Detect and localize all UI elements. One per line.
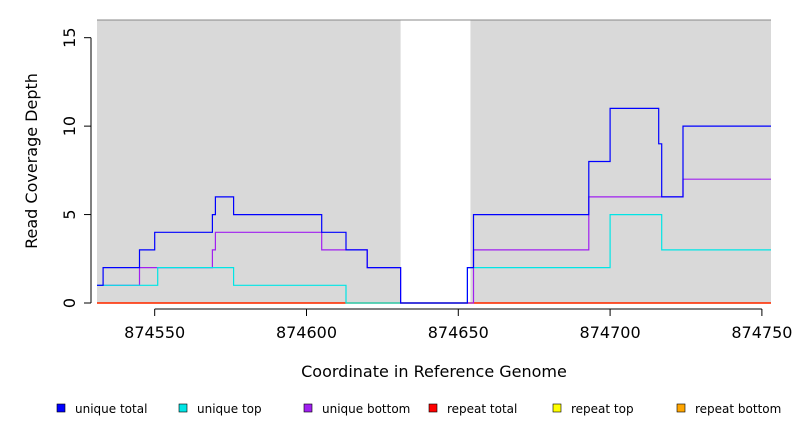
legend-item: repeat bottom [676,402,781,416]
legend-swatch [303,403,313,413]
legend-label: repeat total [447,402,517,416]
x-axis: 874550 874600 874650 874700 874750 [124,308,792,342]
legend-label: unique total [75,402,147,416]
y-axis-title: Read Coverage Depth [22,73,41,249]
legend-label: repeat top [571,402,634,416]
axes: 874550 874600 874650 874700 874750 0 5 10 15 [60,28,792,342]
plot-background [97,19,771,303]
legend-swatch [56,403,66,413]
y-tick-label: 5 [60,209,79,219]
legend-item: unique total [56,402,147,416]
legend-swatch [428,403,438,413]
legend-item: repeat total [428,402,517,416]
series-line-unique-total [97,107,771,304]
gap-region [400,20,471,303]
x-axis-title: Coordinate in Reference Genome [301,362,567,381]
legend-swatch [178,403,188,413]
legend-label: unique top [197,402,262,416]
y-axis: 0 5 10 15 [60,28,92,308]
x-tick-label: 874750 [731,323,792,342]
x-tick-label: 874700 [580,323,641,342]
y-tick-label: 10 [60,116,79,136]
x-tick-label: 874600 [276,323,337,342]
series-line-unique-top [97,214,771,304]
legend-swatch [676,403,686,413]
x-tick-label: 874650 [428,323,489,342]
legend-item: repeat top [552,402,634,416]
legend: unique total unique top unique bottom repea… [56,402,781,416]
y-tick-label: 15 [60,28,79,48]
legend-item: unique bottom [303,402,410,416]
series-lines [97,107,771,304]
legend-label: unique bottom [322,402,410,416]
legend-label: repeat bottom [695,402,781,416]
y-tick-label: 0 [60,298,79,308]
legend-item: unique top [178,402,262,416]
legend-swatch [552,403,562,413]
x-tick-label: 874550 [124,323,185,342]
